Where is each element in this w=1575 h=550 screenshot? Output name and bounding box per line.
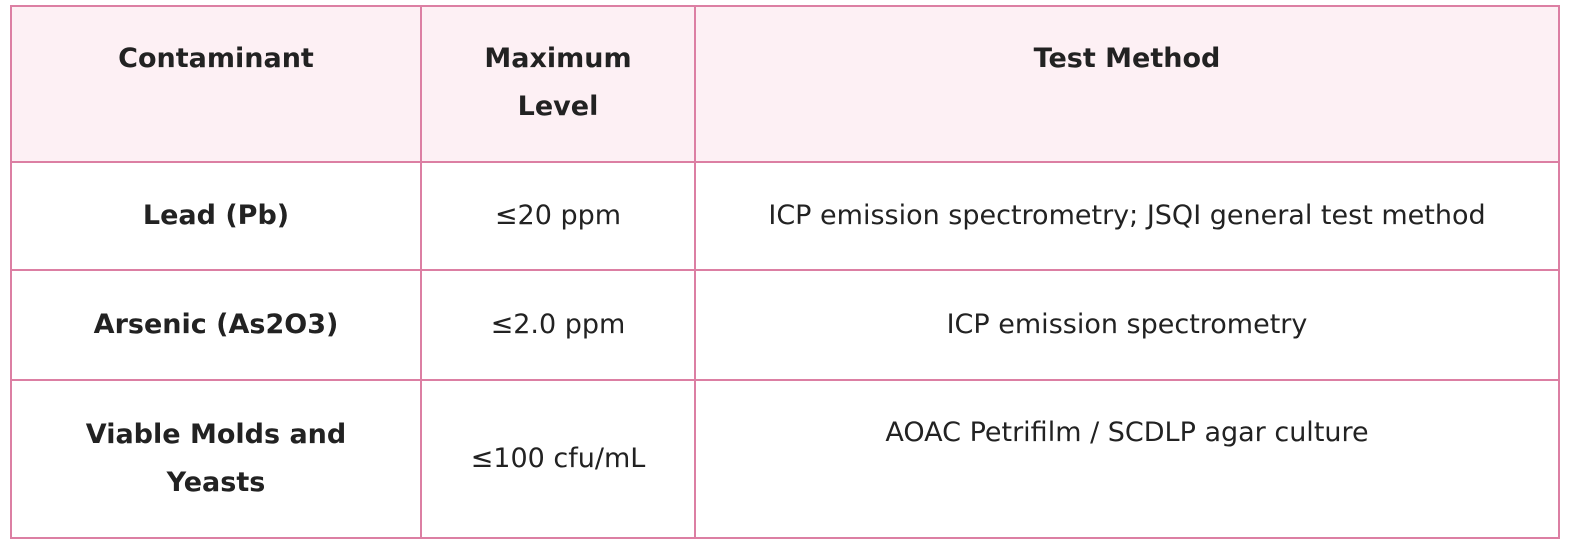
row: Viable Molds and Yeasts ≤100 cfu/mL AOAC… [10,379,1560,539]
spec-table: Contaminant Maximum Level Test Method Le… [10,5,1560,539]
cell-text: Viable Molds and Yeasts [85,419,347,498]
cell: AOAC Petrifilm / SCDLP agar culture [694,379,1560,539]
header-cell: Maximum Level [420,5,696,163]
cell: Arsenic (As2O3) [10,269,422,381]
header-row: Contaminant Maximum Level Test Method [10,5,1560,163]
cell: ≤2.0 ppm [420,269,696,381]
cell: Viable Molds and Yeasts [10,379,422,539]
header-text: Maximum Level [484,43,632,122]
header-cell: Contaminant [10,5,422,163]
cell: Lead (Pb) [10,161,422,271]
cell: ICP emission spectrometry; JSQI general … [694,161,1560,271]
row: Lead (Pb) ≤20 ppm ICP emission spectrome… [10,161,1560,271]
header-cell: Test Method [694,5,1560,163]
cell: ≤100 cfu/mL [420,379,696,539]
cell: ≤20 ppm [420,161,696,271]
cell: ICP emission spectrometry [694,269,1560,381]
row: Arsenic (As2O3) ≤2.0 ppm ICP emission sp… [10,269,1560,381]
